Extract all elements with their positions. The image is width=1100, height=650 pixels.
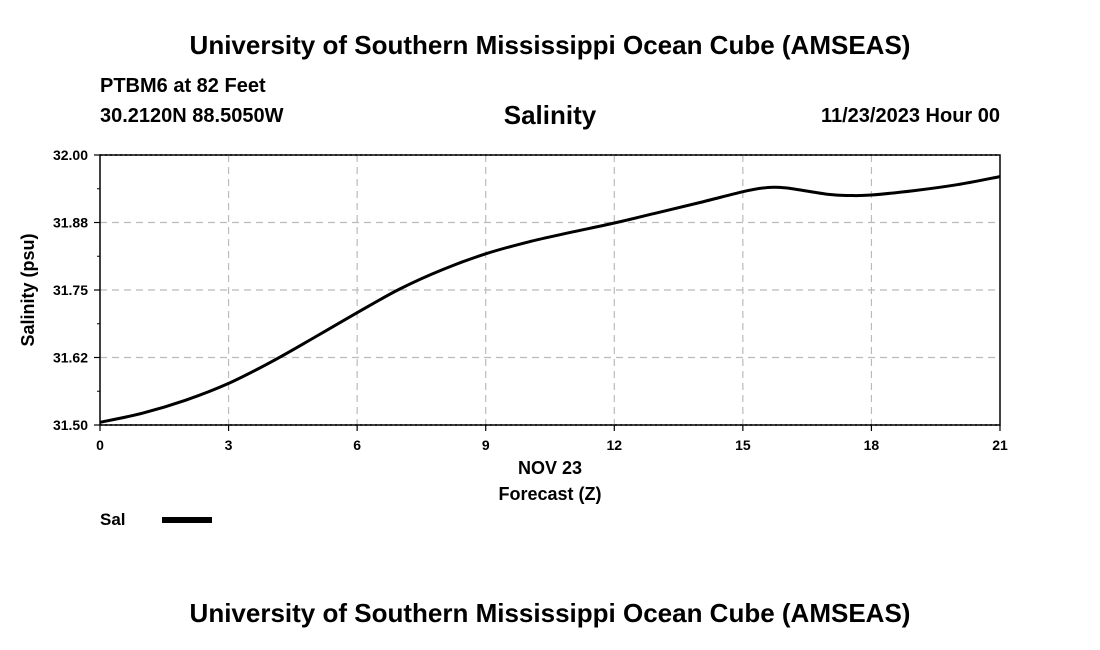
x-tick-label: 0 <box>96 437 104 453</box>
chart-footer-title: University of Southern Mississippi Ocean… <box>189 598 911 628</box>
y-tick-label: 31.62 <box>53 350 88 366</box>
x-axis-label: Forecast (Z) <box>498 484 601 504</box>
x-tick-label: 12 <box>606 437 622 453</box>
series-line-sal <box>99 175 1001 424</box>
station-coordinates: 30.2120N 88.5050W <box>100 105 284 127</box>
legend-label: Sal <box>100 510 126 529</box>
chart-header-title: University of Southern Mississippi Ocean… <box>189 30 911 60</box>
x-tick-label: 3 <box>225 437 233 453</box>
axis-ticks: 0 3 6 9 12 15 18 21 31.50 31.62 31.75 31.88 32.00 <box>53 147 1008 453</box>
x-tick-label: 21 <box>992 437 1008 453</box>
plot-frame <box>99 154 1001 426</box>
x-tick-label: 15 <box>735 437 751 453</box>
y-tick-label: 31.50 <box>53 417 88 433</box>
y-axis-label: Salinity (psu) <box>18 233 38 346</box>
x-tick-label: 6 <box>353 437 361 453</box>
y-tick-label: 31.75 <box>53 282 88 298</box>
station-label: PTBM6 at 82 Feet <box>100 75 266 97</box>
x-axis-date-label: NOV 23 <box>518 458 582 478</box>
chart-title: Salinity <box>503 100 597 130</box>
x-tick-label: 9 <box>482 437 490 453</box>
y-tick-label: 31.88 <box>53 215 88 231</box>
x-tick-label: 18 <box>864 437 880 453</box>
y-tick-label: 32.00 <box>53 147 88 163</box>
legend-swatch <box>162 517 212 523</box>
forecast-run-time: 11/23/2023 Hour 00 <box>820 105 1000 127</box>
